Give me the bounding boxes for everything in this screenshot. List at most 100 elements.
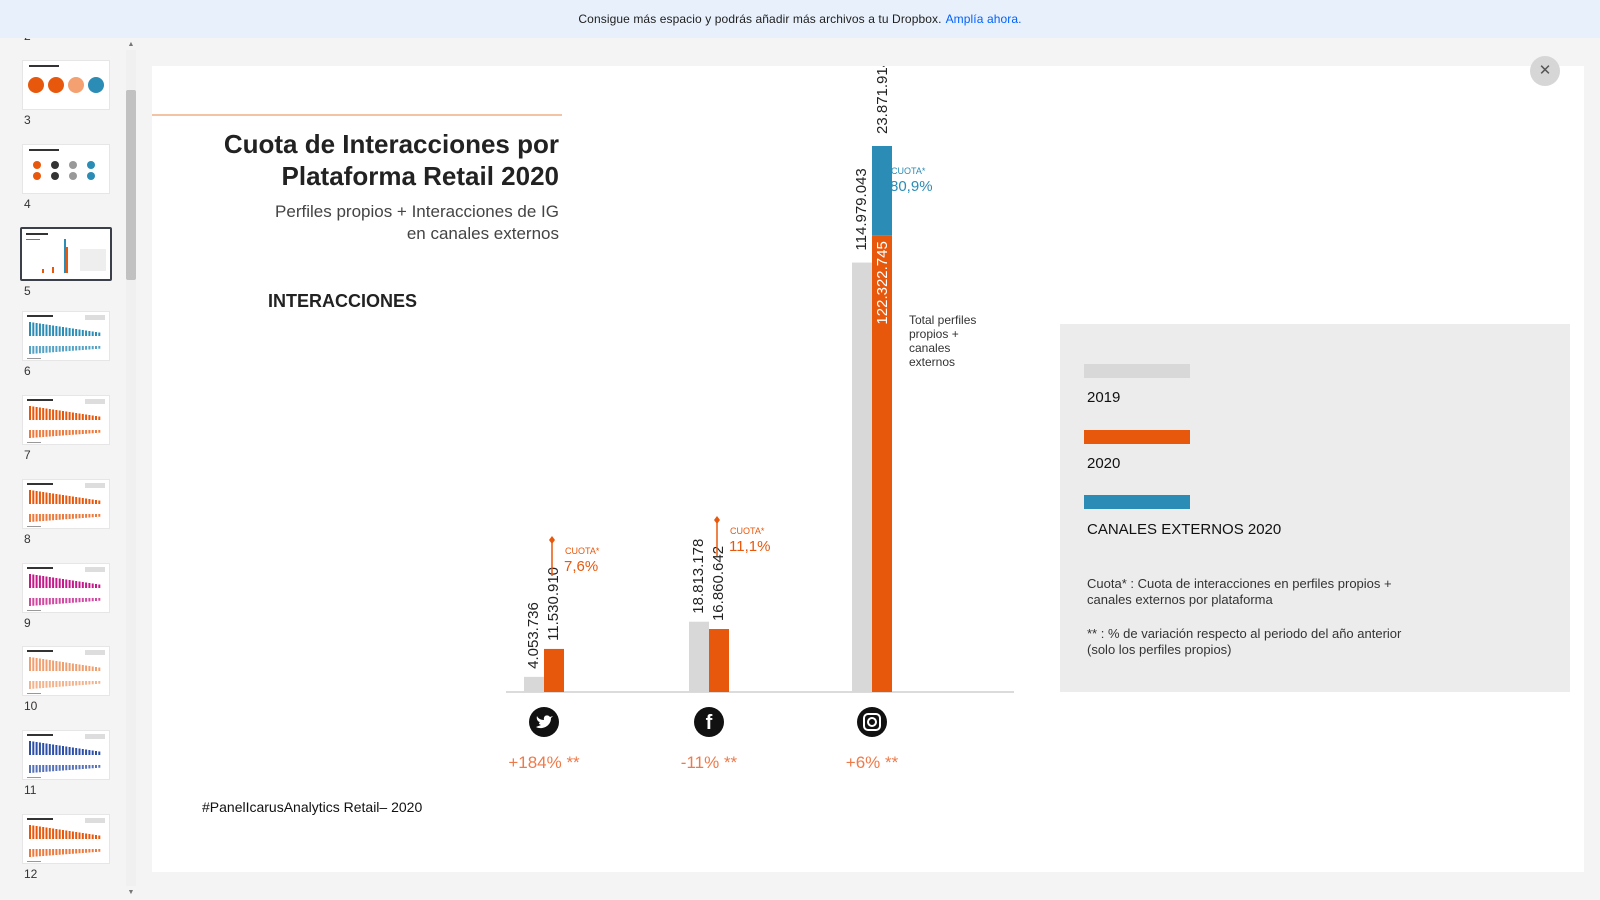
page-number: 4 [24,196,31,211]
page-number: 12 [24,867,38,881]
title-rule [152,114,562,116]
section-label: INTERACCIONES [268,291,418,311]
thumbnail-image[interactable] [22,59,110,110]
page-thumbnail-2[interactable]: 2 [20,38,112,43]
page-thumbnail-9[interactable]: 9 [20,562,112,630]
instagram-frame-glyph [863,713,881,731]
value-label-2020: 122.322.745 [874,241,891,324]
cuota-value: 80,9% [890,178,933,195]
variation-label: +6% ** [846,753,899,772]
interactions-bar-chart: 4.053.736 11.530.910 CUOTA* 7,6% +184% ** 18.… [506,66,1014,772]
page-number: 7 [24,448,31,462]
legend-label-canales: CANALES EXTERNOS 2020 [1087,521,1282,538]
upgrade-link[interactable]: Amplía ahora. [945,12,1022,26]
bar-2019-twitter [524,676,544,692]
page-thumbnail-6[interactable]: 6 [20,311,112,378]
page-thumbnail-5[interactable]: 5 [20,227,112,298]
subtitle-line-2: en canales externos [406,224,559,243]
annotation-total-line: Total perfiles [909,313,976,327]
bar-2020-instagram [872,235,892,692]
thumbnail-image[interactable] [22,646,110,697]
legend-label-2019: 2019 [1087,389,1121,406]
annotation-total-line: propios + [909,327,959,341]
value-label-2020: 16.860.642 [710,546,727,621]
legend-panel: 2019 2020 CANALES EXTERNOS 2020 Cuota* :… [1060,324,1570,692]
page-thumbnail-8[interactable]: 8 [20,478,112,546]
title-line-2: Plataforma Retail 2020 [281,161,559,191]
document-viewer: Cuota de Interacciones por Plataforma Re… [138,38,1600,900]
cuota-indicator-diamond [549,536,555,544]
note-line: ** : % de variación respecto al periodo … [1087,626,1402,641]
instagram-icon [857,707,887,737]
scroll-down-arrow-icon[interactable]: ▼ [127,889,135,896]
twitter-bird-glyph [536,715,553,729]
thumbnail-image[interactable] [22,814,110,864]
close-icon[interactable]: ✕ [1530,56,1560,86]
note-line: (solo los perfiles propios) [1087,642,1232,657]
slide-title: Cuota de Interacciones por Plataforma Re… [139,128,559,192]
thumbnail-image[interactable] [22,311,110,362]
upgrade-banner: Consigue más espacio y podrás añadir más… [0,0,1600,38]
page-thumbnail-11[interactable]: 11 [20,730,112,797]
value-label-canales: 23.871.914 [874,66,891,134]
legend-swatch-canales [1084,495,1190,509]
annotation-total-line: canales [909,341,950,355]
legend-swatch-2019 [1084,364,1190,378]
bar-2019-facebook [689,621,709,692]
page-number: 3 [24,112,31,127]
page-number: 8 [24,531,31,546]
value-label-2019: 114.979.043 [853,168,870,250]
value-label-2020: 11.530.910 [545,567,562,641]
cuota-value: 11,1% [729,538,770,555]
thumbnail-image[interactable] [22,478,110,529]
sidebar-scrollbar[interactable]: ▲ ▼ [122,38,138,900]
page-thumbnail-12[interactable]: 12 [20,814,112,881]
facebook-f-glyph: f [706,712,713,734]
facebook-icon [694,707,724,737]
bar-2019-instagram [852,262,872,692]
thumbnail-image[interactable] [22,730,110,781]
legend-note-cuota: Cuota* : Cuota de interacciones en perfi… [1087,576,1467,608]
annotation-total-line: externos [909,355,955,369]
thumbnail-image[interactable] [22,562,110,613]
cuota-value: 7,6% [564,558,598,575]
slide-footer: #PanelIcarusAnalytics Retail– 2020 [202,799,423,815]
page-number: 5 [24,284,31,299]
scroll-thumb[interactable] [126,90,136,280]
bar-2020-facebook [709,629,729,692]
page-number: 2 [24,38,112,43]
variation-label: +184% ** [508,753,580,772]
bar-canales-instagram [872,146,892,236]
page-thumbnail-3[interactable]: 3 [20,59,112,127]
page-thumbnail-4[interactable]: 4 [20,143,112,211]
thumbnail-image[interactable] [20,227,112,282]
legend-note-variation: ** : % de variación respecto al periodo … [1087,626,1467,658]
cuota-caption: CUOTA* [891,166,926,176]
cuota-indicator-diamond [875,156,881,164]
page-thumbnails-sidebar: ▲ ▼ 2 3 4 5 6 7 8 9 10 11 12 [0,38,138,900]
scroll-up-arrow-icon[interactable]: ▲ [127,41,135,48]
page-number: 10 [24,699,38,714]
page-thumbnail-7[interactable]: 7 [20,395,112,462]
cuota-caption: CUOTA* [565,546,600,556]
page-number: 6 [24,364,31,379]
cuota-indicator-diamond [714,516,720,524]
page-number: 9 [24,615,31,630]
slide-page: Cuota de Interacciones por Plataforma Re… [152,66,1584,872]
subtitle-line-1: Perfiles propios + Interacciones de IG [275,202,559,221]
thumbnail-image[interactable] [22,395,110,445]
page-number: 11 [24,783,37,798]
legend-label-2020: 2020 [1087,455,1121,472]
title-line-1: Cuota de Interacciones por [223,129,559,159]
bar-2020-twitter [544,648,564,692]
thumbnail-image[interactable] [22,143,110,194]
value-label-2019: 4.053.736 [525,602,542,669]
banner-text: Consigue más espacio y podrás añadir más… [578,12,942,26]
note-line: Cuota* : Cuota de interacciones en perfi… [1087,576,1392,591]
page-thumbnail-10[interactable]: 10 [20,646,112,713]
scroll-track[interactable] [126,50,136,886]
instagram-lens-glyph [867,717,877,727]
variation-label: -11% ** [681,753,738,772]
cuota-caption: CUOTA* [730,526,765,536]
note-line: canales externos por plataforma [1087,592,1273,607]
